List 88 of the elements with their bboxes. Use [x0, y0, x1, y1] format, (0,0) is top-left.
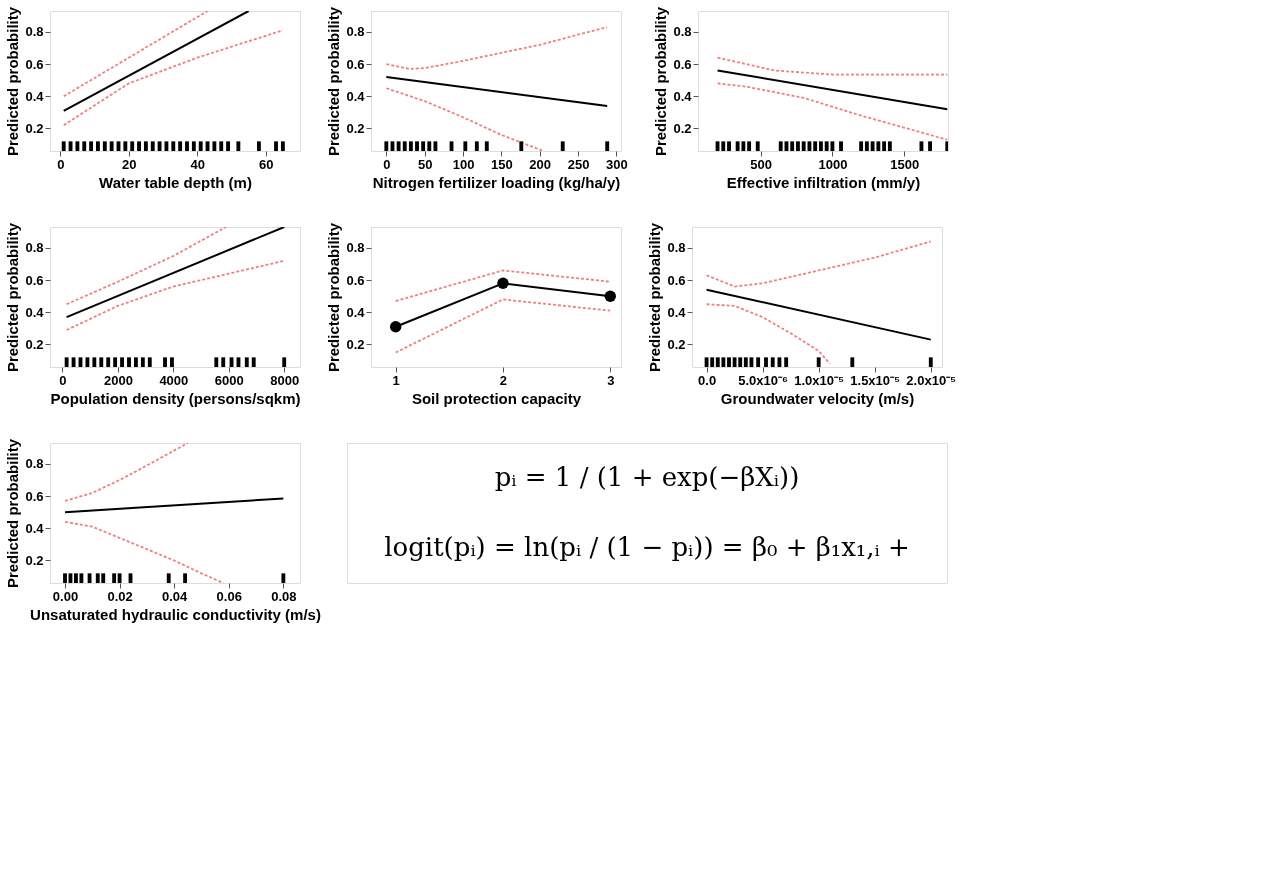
y-tick-label: 0.6: [346, 56, 365, 72]
y-axis-title: Predicted probability: [652, 6, 670, 157]
y-tick-label: 0.6: [25, 272, 44, 288]
x-tick-label: 8000: [270, 372, 300, 388]
x-axis-title: Population density (persons/sqkm): [50, 389, 301, 407]
x-axis-title: Unsaturated hydraulic conductivity (m/s): [30, 605, 321, 623]
y-tick-label: 0.6: [25, 56, 44, 72]
y-tick-label: 0.2: [673, 120, 692, 136]
x-tick-label: 4000: [159, 372, 189, 388]
point: [389, 321, 402, 333]
y-tick-label: 0.2: [667, 336, 686, 352]
text: logit(pᵢ) = ln(pᵢ / (1 − pᵢ)) = β₀ + β₁x₁,ᵢ +: [384, 532, 910, 562]
line-series: [62, 29, 284, 127]
x-tick-label: 40: [190, 156, 205, 172]
x-tick-label: 2: [499, 372, 508, 388]
line-series: [64, 520, 225, 583]
x-tick-label: 5.0x10⁻⁶: [738, 372, 789, 388]
x-tick-label: 250: [567, 156, 590, 172]
x-tick-label: 0.0: [698, 372, 717, 388]
point: [497, 277, 509, 290]
x-tick-label: 1.5x10⁻⁵: [850, 372, 901, 388]
line-series: [65, 259, 286, 331]
x-tick-label: 500: [750, 156, 772, 172]
y-tick-label: 0.8: [346, 240, 365, 256]
y-axis-title: Predicted probability: [4, 438, 22, 589]
x-tick-label: 200: [529, 156, 552, 172]
y-tick-label: 0.4: [25, 88, 45, 104]
line-series: [705, 303, 831, 365]
y-tick-label: 0.2: [346, 336, 365, 352]
x-tick-label: 0.06: [216, 588, 242, 604]
line-series: [705, 240, 932, 288]
text: pᵢ = 1 / (1 + exp(−βXᵢ)): [494, 462, 800, 492]
x-tick-label: 2000: [103, 372, 133, 388]
y-tick-label: 0.2: [25, 552, 44, 568]
x-tick-label: 2.0x10⁻⁵: [906, 372, 957, 388]
line-series: [65, 227, 227, 306]
x-axis-title: Water table depth (m): [99, 173, 252, 191]
y-tick-label: 0.4: [25, 304, 45, 320]
y-tick-label: 0.8: [25, 456, 44, 472]
x-axis-title: Soil protection capacity: [411, 389, 582, 407]
y-axis-title: Predicted probability: [325, 222, 343, 373]
x-tick-label: 100: [452, 156, 475, 172]
x-tick-label: 3: [607, 372, 615, 388]
y-tick-label: 0.6: [673, 56, 692, 72]
x-tick-label: 1.0x10⁻⁵: [794, 372, 845, 388]
y-tick-label: 0.6: [346, 272, 365, 288]
x-tick-label: 1000: [818, 156, 848, 172]
y-tick-label: 0.8: [25, 24, 44, 40]
y-tick-label: 0.8: [667, 240, 686, 256]
y-tick-label: 0.8: [25, 240, 44, 256]
x-tick-label: 50: [417, 156, 433, 172]
x-tick-label: 6000: [214, 372, 244, 388]
x-tick-label: 0.04: [162, 588, 189, 604]
y-tick-label: 0.6: [667, 272, 686, 288]
y-axis-title: Predicted probability: [325, 6, 343, 157]
x-tick-label: 150: [491, 156, 513, 172]
x-axis-title: Groundwater velocity (m/s): [720, 389, 915, 407]
x-tick-label: 0.02: [107, 588, 133, 604]
line-series: [64, 443, 189, 502]
x-tick-label: 60: [259, 156, 274, 172]
x-tick-label: 20: [122, 156, 137, 172]
y-tick-label: 0.8: [346, 24, 365, 40]
line-series: [385, 26, 609, 70]
x-axis-title: Effective infiltration (mm/y): [726, 173, 921, 191]
x-tick-label: 0: [59, 372, 67, 388]
point: [604, 290, 616, 302]
x-axis-title: Nitrogen fertilizer loading (kg/ha/y): [372, 173, 621, 191]
y-axis-title: Predicted probability: [4, 6, 22, 157]
y-tick-label: 0.4: [673, 88, 693, 104]
x-tick-label: 1: [392, 372, 400, 388]
x-tick-label: 300: [606, 156, 628, 172]
y-tick-label: 0.6: [25, 488, 44, 504]
y-axis-title: Predicted probability: [4, 222, 22, 373]
y-tick-label: 0.4: [667, 304, 687, 320]
x-tick-label: 0.08: [271, 588, 297, 604]
y-tick-label: 0.4: [25, 520, 45, 536]
y-tick-label: 0.2: [346, 120, 365, 136]
line-series: [385, 87, 545, 151]
x-tick-label: 0: [57, 156, 65, 172]
x-tick-label: 0: [383, 156, 391, 172]
y-axis-title: Predicted probability: [646, 222, 664, 373]
y-tick-label: 0.4: [346, 88, 366, 104]
y-tick-label: 0.4: [346, 304, 366, 320]
y-tick-label: 0.2: [25, 336, 44, 352]
y-tick-label: 0.8: [673, 24, 692, 40]
x-tick-label: 1500: [890, 156, 920, 172]
y-tick-label: 0.2: [25, 120, 44, 136]
x-tick-label: 0.00: [52, 588, 79, 604]
